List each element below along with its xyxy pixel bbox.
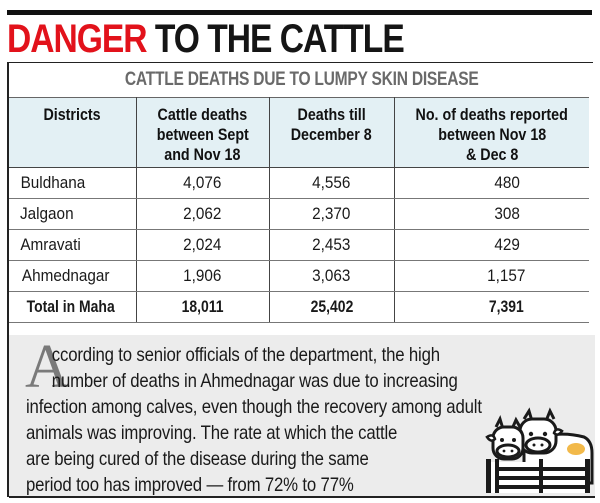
cell-nov18-dec8: 480 <box>394 167 589 199</box>
cell-nov18-dec8: 1,157 <box>394 260 589 292</box>
table-row: Amravati 2,024 2,453 429 <box>9 229 589 261</box>
table-row: Jalgaon 2,062 2,370 308 <box>9 198 589 230</box>
headline-rest: TO THE CATTLE <box>154 17 405 61</box>
table-header-row: Districts Cattle deaths between Sept and… <box>9 97 589 168</box>
cattle-deaths-table: Districts Cattle deaths between Sept and… <box>9 97 589 323</box>
table-title: CATTLE DEATHS DUE TO LUMPY SKIN DISEASE <box>125 69 479 90</box>
note-text: ccording to senior officials of the depa… <box>26 344 482 496</box>
cell-district: Buldhana <box>9 167 137 199</box>
cell-sept-nov18: 2,062 <box>136 198 270 230</box>
cell-sept-nov18: 4,076 <box>136 167 270 199</box>
table-row: Buldhana 4,076 4,556 480 <box>9 167 589 199</box>
cell-till-dec8: 2,453 <box>269 229 395 261</box>
cell-sept-nov18: 2,024 <box>136 229 270 261</box>
cell-till-dec8: 2,370 <box>269 198 395 230</box>
table-row: Ahmednagar 1,906 3,063 1,157 <box>9 260 589 292</box>
cows-behind-fence-icon <box>485 407 594 493</box>
cell-total-sept-nov18: 18,011 <box>136 291 270 323</box>
cell-total-till-dec8: 25,402 <box>269 291 395 323</box>
cell-sept-nov18: 1,906 <box>136 260 270 292</box>
header-sept-nov18: Cattle deaths between Sept and Nov 18 <box>136 97 270 168</box>
cell-total-label: Total in Maha <box>9 291 137 323</box>
headline-highlight: DANGER <box>7 17 148 61</box>
infographic-box: CATTLE DEATHS DUE TO LUMPY SKIN DISEASE … <box>7 62 595 498</box>
cell-nov18-dec8: 429 <box>394 229 589 261</box>
cell-till-dec8: 4,556 <box>269 167 395 199</box>
table-total-row: Total in Maha 18,011 25,402 7,391 <box>9 291 589 323</box>
header-nov18-dec8: No. of deaths reported between Nov 18 & … <box>394 97 589 168</box>
cell-nov18-dec8: 308 <box>394 198 589 230</box>
officials-note: A ccording to senior officials of the de… <box>9 335 595 498</box>
cell-total-nov18-dec8: 7,391 <box>394 291 589 323</box>
cell-district: Ahmednagar <box>9 260 137 292</box>
cell-till-dec8: 3,063 <box>269 260 395 292</box>
header-districts: Districts <box>9 97 137 168</box>
header-till-dec8: Deaths till December 8 <box>269 97 395 168</box>
top-rule <box>7 10 592 15</box>
cell-district: Jalgaon <box>9 198 137 230</box>
cell-district: Amravati <box>9 229 137 261</box>
headline: DANGER TO THE CATTLE <box>7 17 405 61</box>
